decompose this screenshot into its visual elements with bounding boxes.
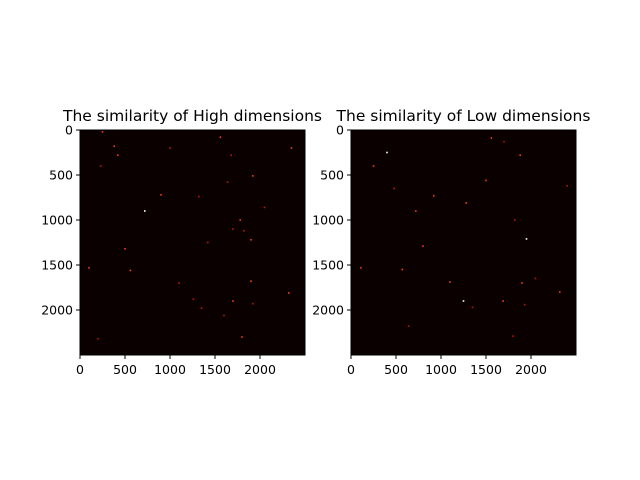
y-tick-label-high-3: 1500 — [41, 258, 73, 273]
x-tick-label-high-4: 2000 — [244, 362, 276, 377]
heatmap-cell-high-5 — [230, 154, 232, 156]
heatmap-cell-low-0 — [490, 137, 493, 139]
x-axis-ticks-high: 0 500 1000 1500 2000 — [76, 355, 276, 377]
heatmap-cell-high-20 — [129, 269, 132, 272]
heatmap-cell-high-12 — [144, 210, 146, 212]
x-tick-label-low-3: 1500 — [470, 362, 502, 377]
heatmap-cell-low-20 — [523, 303, 526, 306]
y-tick-label-low-4: 2000 — [312, 303, 344, 318]
heatmap-cell-low-1 — [503, 140, 505, 143]
heatmap-cell-low-12 — [422, 245, 424, 247]
heatmap-panel-high: The similarity of High dimensions 0 500 10… — [41, 107, 322, 377]
heatmap-cell-high-8 — [252, 175, 254, 177]
heatmap-cell-high-19 — [88, 266, 90, 269]
y-tick-label-high-1: 500 — [49, 168, 73, 183]
heatmap-cell-low-18 — [462, 300, 465, 302]
heatmap-cell-high-17 — [207, 241, 209, 244]
heatmap-cell-high-7 — [169, 147, 171, 149]
heatmap-cell-low-10 — [514, 219, 516, 221]
heatmap-cell-high-28 — [223, 314, 225, 317]
heatmap-cell-low-22 — [559, 291, 561, 293]
heatmap-cell-low-11 — [525, 238, 528, 240]
heatmap-area-high — [80, 130, 305, 355]
y-axis-ticks-low: 0 500 1000 1500 2000 — [312, 123, 351, 318]
heatmap-cell-low-8 — [433, 194, 435, 197]
axes-frame-low — [350, 129, 577, 356]
heatmap-cell-low-4 — [372, 165, 375, 167]
y-tick-label-low-1: 500 — [320, 168, 344, 183]
heatmap-cell-high-0 — [101, 131, 104, 133]
chart-title-low: The similarity of Low dimensions — [336, 107, 591, 125]
chart-title-high: The similarity of High dimensions — [62, 107, 322, 125]
x-tick-label-high-2: 1000 — [154, 362, 186, 377]
heatmap-cell-high-31 — [263, 206, 266, 209]
heatmap-cell-high-18 — [124, 248, 126, 250]
x-axis-ticks-low: 0 500 1000 1500 2000 — [347, 355, 547, 377]
heatmap-cell-high-3 — [99, 165, 102, 167]
y-axis-ticks-high: 0 500 1000 1500 2000 — [41, 123, 80, 318]
heatmap-cell-low-19 — [502, 300, 504, 302]
heatmap-cell-high-11 — [198, 195, 200, 198]
heatmap-cell-high-30 — [97, 338, 99, 340]
y-tick-label-low-3: 1500 — [312, 258, 344, 273]
heatmap-cell-low-6 — [393, 187, 395, 190]
heatmap-cell-low-16 — [521, 282, 523, 284]
heatmap-cell-low-24 — [407, 325, 410, 327]
x-tick-label-low-1: 500 — [384, 362, 408, 377]
heatmap-cell-low-9 — [415, 210, 417, 212]
x-tick-label-high-3: 1500 — [199, 362, 231, 377]
heatmap-cell-high-13 — [239, 219, 241, 221]
heatmap-marks-low — [360, 137, 568, 337]
heatmap-cell-high-21 — [178, 282, 180, 284]
axes-frame-high — [79, 129, 306, 356]
heatmap-cell-high-24 — [232, 300, 234, 302]
y-tick-label-high-0: 0 — [65, 123, 73, 138]
heatmap-cell-high-16 — [250, 239, 252, 241]
heatmap-marks-high — [88, 131, 293, 340]
x-tick-label-high-1: 500 — [113, 362, 137, 377]
heatmap-cell-low-13 — [401, 268, 404, 271]
heatmap-cell-high-15 — [243, 230, 245, 232]
heatmap-cell-low-17 — [534, 277, 537, 280]
heatmap-cell-low-14 — [360, 266, 362, 269]
heatmap-cell-high-6 — [290, 147, 293, 149]
heatmap-area-low — [351, 130, 576, 355]
heatmap-cell-low-21 — [471, 306, 474, 309]
y-tick-label-high-2: 1000 — [41, 213, 73, 228]
heatmap-cell-high-4 — [219, 136, 222, 138]
heatmap-cell-high-10 — [160, 194, 162, 196]
x-tick-label-low-4: 2000 — [515, 362, 547, 377]
x-tick-label-low-2: 1000 — [425, 362, 457, 377]
y-tick-label-low-2: 1000 — [312, 213, 344, 228]
x-tick-label-high-0: 0 — [76, 362, 84, 377]
heatmap-cell-high-26 — [288, 292, 290, 294]
x-tick-label-low-0: 0 — [347, 362, 355, 377]
heatmap-cell-low-23 — [512, 335, 514, 337]
heatmap-cell-high-9 — [226, 181, 229, 183]
heatmap-cell-low-2 — [519, 154, 521, 156]
heatmap-cell-high-29 — [241, 336, 243, 338]
y-tick-label-high-4: 2000 — [41, 303, 73, 318]
heatmap-cell-low-5 — [485, 179, 487, 182]
heatmap-cell-high-2 — [117, 154, 119, 156]
heatmap-panel-low: The similarity of Low dimensions 0 500 100… — [312, 107, 590, 377]
heatmap-cell-low-7 — [465, 202, 467, 204]
heatmap-cell-high-27 — [200, 307, 203, 309]
heatmap-cell-high-23 — [192, 298, 195, 300]
heatmap-cell-high-1 — [113, 145, 115, 147]
heatmap-cell-low-25 — [566, 185, 568, 187]
heatmap-cell-low-3 — [386, 151, 388, 154]
heatmap-cell-high-22 — [250, 280, 252, 282]
y-tick-label-low-0: 0 — [336, 123, 344, 138]
heatmap-cell-high-14 — [232, 228, 234, 230]
heatmap-cell-high-25 — [252, 302, 254, 305]
heatmap-cell-low-15 — [449, 281, 451, 283]
